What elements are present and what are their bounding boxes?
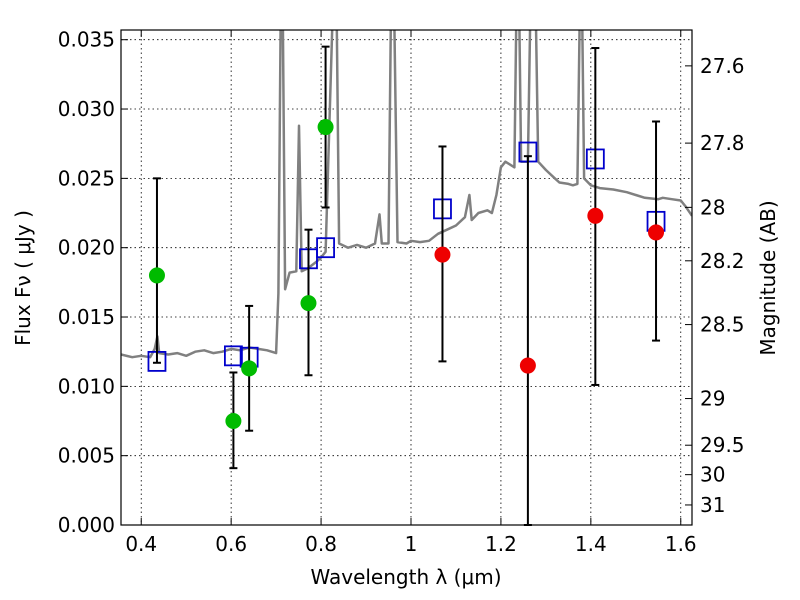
right-tick-label: 29.5 (700, 433, 745, 457)
grid-layer (121, 30, 692, 526)
y-tick-label: 0.030 (58, 97, 115, 121)
y-tick-label: 0.020 (58, 236, 115, 260)
y-tick-label: 0.005 (58, 444, 115, 468)
x-tick-label: 0.6 (215, 532, 247, 556)
y-axis-title: Flux Fν ( μJy ) (11, 210, 35, 346)
right-tick-label: 28 (700, 195, 725, 219)
right-axis-title: Magnitude (AB) (756, 200, 780, 355)
observed-point (519, 357, 536, 374)
y-tick-label: 0.015 (58, 305, 115, 329)
model-band-square (316, 237, 335, 259)
y-tick-label: 0.035 (58, 28, 115, 52)
right-tick-label: 27.6 (700, 54, 745, 78)
x-tick-label: 1 (405, 532, 418, 556)
model-band-square (224, 345, 243, 367)
x-tick-label: 1.2 (485, 532, 517, 556)
right-tick-label: 28.2 (700, 249, 745, 273)
y-tick-label: 0.025 (58, 166, 115, 190)
y-tick-label: 0.010 (58, 374, 115, 398)
observed-point (300, 295, 317, 312)
observed-point (317, 119, 334, 136)
marker-layer (147, 45, 666, 526)
observed-point (648, 224, 665, 241)
right-tick-label: 31 (700, 493, 725, 517)
observed-point (587, 207, 604, 224)
observed-point (225, 413, 242, 430)
right-tick-label: 28.5 (700, 313, 745, 337)
axis-layer: 0.4 0.6 0.8 1 1.2 1.4 1.6 0.000 0.005 0.010 0.015 0… (58, 28, 745, 556)
observed-point (148, 267, 165, 284)
x-tick-label: 1.6 (665, 532, 697, 556)
x-tick-label: 0.8 (305, 532, 337, 556)
x-axis-title: Wavelength λ (μm) (310, 565, 501, 589)
right-tick-label: 30 (700, 463, 725, 487)
y-tick-label: 0.000 (58, 513, 115, 537)
right-tick-label: 29 (700, 387, 725, 411)
x-tick-label: 1.4 (575, 532, 607, 556)
observed-point (241, 360, 258, 377)
model-spectrum-line (121, 30, 692, 359)
observed-point (434, 246, 451, 263)
data-layer (121, 30, 692, 359)
plot-frame (120, 29, 693, 526)
x-tick-label: 0.4 (125, 532, 157, 556)
right-tick-label: 27.8 (700, 131, 745, 155)
